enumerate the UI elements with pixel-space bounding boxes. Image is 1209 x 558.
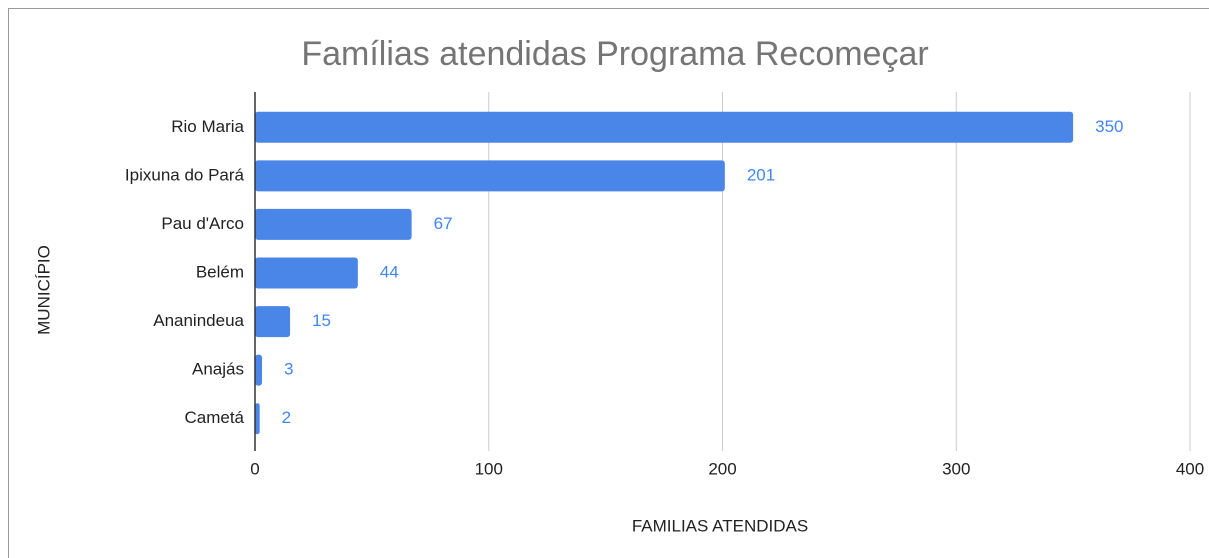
x-tick-label: 400: [1176, 459, 1204, 478]
data-label: 350: [1095, 117, 1123, 136]
chart-frame: [8, 8, 1209, 558]
y-tick-label: Cametá: [184, 408, 244, 427]
x-tick-label: 0: [250, 459, 259, 478]
y-tick-label: Pau d'Arco: [161, 214, 244, 233]
bar: [255, 111, 1074, 143]
bar: [255, 208, 412, 240]
chart-title: Famílias atendidas Programa Recomeçar: [301, 35, 928, 73]
x-axis-title: FAMILIAS ATENDIDAS: [632, 516, 808, 535]
bar: [255, 354, 263, 386]
bar: [255, 403, 260, 435]
y-axis-title: MUNICÍPIO: [34, 245, 53, 335]
data-label: 44: [380, 262, 399, 281]
y-tick-label: Belém: [196, 262, 244, 281]
data-label: 2: [282, 408, 291, 427]
y-tick-label: Rio Maria: [171, 117, 244, 136]
data-label: 3: [284, 360, 293, 379]
bar: [255, 160, 725, 192]
x-tick-label: 200: [708, 459, 736, 478]
bar: [255, 257, 358, 289]
y-tick-label: Ananindeua: [153, 311, 244, 330]
data-label: 201: [747, 165, 775, 184]
bar: [255, 306, 291, 338]
x-tick-label: 300: [942, 459, 970, 478]
x-tick-label: 100: [475, 459, 503, 478]
y-tick-label: Ipixuna do Pará: [125, 165, 245, 184]
data-label: 15: [312, 311, 331, 330]
y-tick-label: Anajás: [192, 360, 244, 379]
data-label: 67: [434, 214, 453, 233]
